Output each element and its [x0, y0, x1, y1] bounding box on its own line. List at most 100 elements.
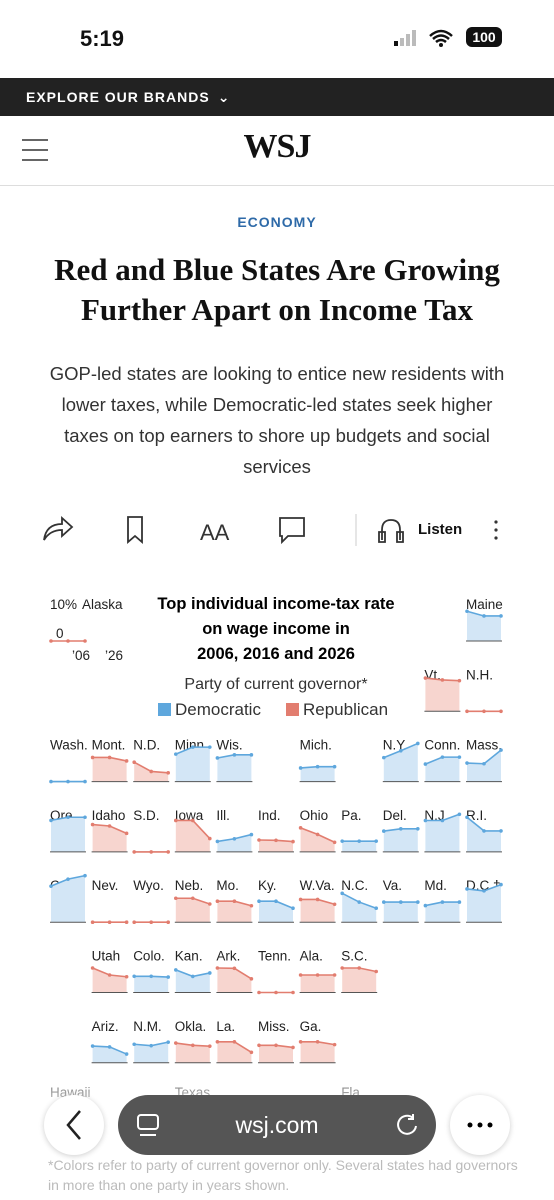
state-label: Kan. [175, 949, 203, 964]
brands-bar[interactable]: EXPLORE OUR BRANDS ⌄ [0, 78, 554, 116]
tax-point [83, 779, 87, 784]
tax-point [440, 678, 445, 682]
tax-area [467, 611, 501, 641]
state-label: Wash. [50, 738, 88, 753]
tax-point [274, 838, 278, 843]
more-button[interactable] [450, 1095, 510, 1155]
state-label: Ind. [258, 808, 281, 823]
tax-area [92, 824, 127, 852]
title-line: on wage income in [202, 620, 350, 638]
state-label: Pa. [341, 808, 361, 823]
tax-point [465, 887, 469, 891]
tax-point [191, 818, 195, 823]
tax-point [174, 818, 178, 823]
tax-point [90, 755, 95, 760]
tax-area [467, 750, 501, 782]
listen-button[interactable]: Listen [418, 521, 463, 538]
legend-swatch [158, 703, 171, 716]
tax-point [107, 824, 112, 828]
tax-area [425, 678, 460, 712]
comment-icon[interactable] [279, 517, 305, 545]
tax-area [425, 814, 460, 852]
state-label: Neb. [175, 878, 204, 893]
tax-area [217, 968, 252, 993]
section-label[interactable]: ECONOMY [237, 214, 317, 230]
legend-label: Republican [303, 700, 388, 719]
tax-area [217, 834, 252, 852]
state-label: Colo. [133, 949, 165, 964]
tax-point [208, 971, 212, 975]
tax-point [257, 899, 261, 903]
tax-point [66, 779, 70, 784]
tax-point [124, 759, 129, 763]
battery: 100 [466, 27, 502, 47]
tax-point [332, 973, 337, 977]
state-label: Idaho [92, 808, 126, 823]
tax-point [249, 903, 254, 908]
tax-point [465, 815, 469, 820]
tax-point [124, 974, 129, 979]
tax-area [342, 968, 377, 993]
tax-point [440, 818, 445, 823]
tax-area [259, 840, 293, 852]
listen-icon[interactable] [378, 519, 404, 543]
state-label: Mont. [92, 738, 126, 753]
tax-area [175, 1043, 210, 1063]
tax-point [382, 900, 386, 904]
back-button[interactable] [44, 1095, 104, 1155]
tax-area [217, 901, 252, 923]
tax-point [423, 762, 428, 766]
tax-point [66, 815, 70, 820]
state-label: Ala. [300, 949, 323, 964]
tax-point [465, 761, 469, 765]
tax-point [191, 745, 195, 749]
state-label: Miss. [258, 1019, 290, 1034]
tax-point [457, 812, 462, 817]
tax-point [191, 974, 195, 979]
toolbar: AA [43, 514, 498, 546]
tax-area [217, 754, 252, 782]
tax-point [124, 831, 129, 836]
tax-point [357, 839, 362, 843]
tax-point [149, 1043, 153, 1048]
key-end: ’26 [105, 648, 123, 663]
tax-point [208, 745, 212, 749]
tax-point [332, 902, 337, 907]
state-label: La. [216, 1019, 235, 1034]
state-label: Okla. [175, 1019, 207, 1034]
tax-point [423, 818, 428, 823]
save-icon[interactable] [127, 516, 143, 544]
share-icon[interactable] [43, 515, 74, 541]
tax-point [107, 755, 112, 760]
tax-point [208, 902, 212, 906]
tax-area [134, 976, 169, 993]
tax-point [332, 764, 337, 769]
tax-point [440, 755, 445, 759]
tax-point [482, 709, 486, 714]
tax-point [340, 966, 345, 970]
state-label: R.I. [466, 808, 487, 823]
tax-point [423, 903, 428, 908]
tax-area [92, 968, 127, 993]
tax-point [382, 829, 386, 833]
tax-point [315, 973, 320, 977]
menu-icon[interactable] [22, 138, 48, 162]
tax-area [51, 817, 85, 852]
text-size-icon[interactable]: AA [200, 520, 230, 545]
footnote: *Colors refer to party of current govern… [48, 1157, 518, 1193]
brands-link[interactable]: EXPLORE OUR BRANDS [26, 89, 210, 105]
tax-point [149, 974, 153, 979]
url-bar[interactable]: wsj.com [118, 1095, 436, 1155]
tax-area [425, 757, 460, 782]
tax-point [166, 771, 170, 775]
tax-point [499, 614, 503, 618]
tax-point [298, 897, 303, 902]
logo[interactable]: WSJ [243, 128, 312, 165]
tax-point [399, 827, 403, 831]
tax-area [425, 902, 460, 923]
state-label: Iowa [175, 808, 204, 823]
tax-point [215, 899, 220, 903]
tax-point [482, 889, 486, 893]
tax-point [399, 900, 403, 904]
